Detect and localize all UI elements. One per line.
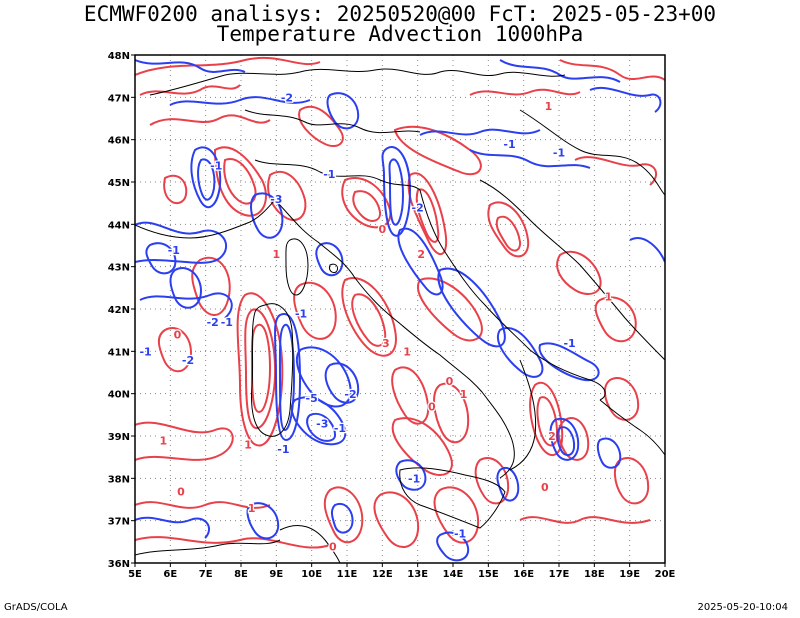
- contour-value-label: 1: [605, 291, 613, 304]
- contour-value-label: -1: [503, 138, 515, 151]
- contour-value-label: -1: [221, 316, 233, 329]
- contour-value-label: 1: [159, 434, 167, 447]
- y-tick-label: 40N: [108, 390, 130, 401]
- contour-value-label: -1: [168, 244, 180, 257]
- coastlines-and-borders: [135, 68, 665, 563]
- y-tick-label: 37N: [108, 517, 130, 528]
- x-tick-label: 15E: [478, 569, 499, 580]
- x-tick-label: 13E: [407, 569, 428, 580]
- y-tick-label: 45N: [108, 178, 130, 189]
- contour-value-label: -1: [139, 346, 151, 359]
- contour-value-label: -2: [182, 354, 194, 367]
- x-tick-label: 6E: [163, 569, 177, 580]
- contour-value-label: -2: [281, 92, 293, 105]
- x-tick-label: 11E: [337, 569, 358, 580]
- contour-value-label: 0: [541, 481, 549, 494]
- x-tick-label: 14E: [443, 569, 464, 580]
- contour-value-label: -1: [210, 159, 222, 172]
- contour-value-label: -1: [323, 168, 335, 181]
- map-title: ECMWF0200 analisys: 20250520@00 FcT: 202…: [83, 2, 717, 26]
- contour-value-label: 0: [428, 401, 436, 414]
- contour-value-label: 1: [248, 502, 256, 515]
- y-tick-label: 47N: [108, 93, 130, 104]
- generation-timestamp: 2025-05-20-10:04: [697, 602, 788, 613]
- warm-advection-contours: [135, 56, 665, 549]
- contour-value-label: 3: [382, 337, 390, 350]
- x-tick-label: 20E: [655, 569, 676, 580]
- y-tick-label: 42N: [108, 305, 130, 316]
- contour-value-label: -1: [553, 147, 565, 160]
- x-tick-label: 7E: [199, 569, 213, 580]
- x-tick-label: 16E: [513, 569, 534, 580]
- x-tick-label: 12E: [372, 569, 393, 580]
- contour-value-label: -2: [344, 388, 356, 401]
- contour-value-label: -3: [316, 418, 328, 431]
- contour-value-label: 1: [273, 248, 281, 261]
- x-tick-label: 10E: [301, 569, 322, 580]
- contour-value-label: 2: [548, 430, 556, 443]
- y-tick-label: 48N: [108, 51, 130, 62]
- contour-value-label: 1: [545, 100, 553, 113]
- y-tick-label: 46N: [108, 136, 130, 147]
- contour-value-label: -2: [207, 316, 219, 329]
- y-tick-label: 38N: [108, 474, 130, 485]
- y-tick-label: 36N: [108, 559, 130, 570]
- contour-value-label: 1: [403, 346, 411, 359]
- y-tick-label: 44N: [108, 220, 130, 231]
- contour-value-label: -1: [408, 473, 420, 486]
- x-tick-label: 17E: [549, 569, 570, 580]
- contour-value-label: -1: [334, 422, 346, 435]
- contour-value-label: -2: [412, 202, 424, 215]
- y-tick-label: 41N: [108, 347, 130, 358]
- contour-value-label: 1: [460, 388, 468, 401]
- contour-value-label: 0: [174, 329, 182, 342]
- axes: 5E 6E 7E 8E 9E 10E 11E 12E 13E 14E 15E 16E 17E 18E 19E…: [108, 51, 676, 580]
- contour-value-label: 1: [244, 439, 252, 452]
- contour-value-label: -1: [563, 337, 575, 350]
- y-tick-label: 39N: [108, 432, 130, 443]
- contour-value-label: -5: [306, 392, 318, 405]
- contour-value-label: 2: [417, 248, 425, 261]
- cold-advection-contours: [135, 59, 665, 562]
- contour-value-label: 0: [379, 223, 387, 236]
- software-credit: GrADS/COLA: [4, 602, 68, 613]
- x-tick-label: 18E: [584, 569, 605, 580]
- contour-value-label: -1: [295, 307, 307, 320]
- x-tick-label: 8E: [234, 569, 248, 580]
- contour-value-label: -1: [454, 528, 466, 541]
- x-tick-label: 5E: [128, 569, 142, 580]
- x-tick-label: 9E: [269, 569, 283, 580]
- map-subtitle: Temperature Advection 1000hPa: [216, 22, 584, 46]
- contour-value-label: -1: [277, 443, 289, 456]
- contour-labels: -2-1-1-3-1-1-2 -1-2-1-5 -2-3 -1-1-2-1-1-1-1…: [138, 90, 613, 554]
- contour-value-label: 0: [446, 375, 454, 388]
- contour-value-label: 0: [329, 540, 337, 553]
- y-tick-label: 43N: [108, 263, 130, 274]
- x-tick-label: 19E: [619, 569, 640, 580]
- contour-value-label: 0: [177, 485, 185, 498]
- contour-value-label: -3: [270, 193, 282, 206]
